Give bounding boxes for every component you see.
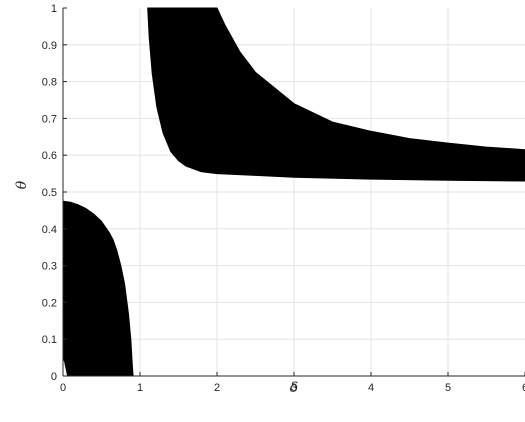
- y-tick-labels: 0 0.1 0.2 0.3 0.4 0.5 0.6 0.7 0.8 0.9 1: [42, 3, 57, 383]
- y-tick-label: 0.2: [42, 297, 57, 309]
- x-tick-label: 2: [214, 382, 220, 394]
- y-tick-label: 0.3: [42, 261, 57, 273]
- x-axis-label: δ: [290, 380, 298, 396]
- x-tick-label: 6: [522, 382, 525, 394]
- region-1: [62, 200, 134, 377]
- x-tick-label: 1: [137, 382, 143, 394]
- y-tick-label: 0.1: [42, 334, 57, 346]
- y-tick-label: 0: [51, 371, 57, 383]
- y-axis-label: θ: [14, 180, 30, 189]
- x-tick-label: 4: [368, 382, 374, 394]
- grid-lines: [63, 8, 525, 376]
- y-tick-label: 0.4: [42, 224, 57, 236]
- y-tick-label: 0.6: [42, 150, 57, 162]
- filled-regions: [62, 7, 525, 377]
- y-tick-label: 1: [51, 3, 57, 15]
- x-tick-label: 3: [291, 382, 297, 394]
- y-tick-label: 0.9: [42, 40, 57, 52]
- y-tick-label: 0.7: [42, 113, 57, 125]
- x-tick-labels: 0 1 2 3 4 5 6: [60, 382, 525, 394]
- x-tick-label: 0: [60, 382, 66, 394]
- y-tick-label: 0.8: [42, 77, 57, 89]
- x-tick-label: 5: [445, 382, 451, 394]
- axes: [62, 7, 525, 377]
- region-2: [147, 7, 525, 182]
- y-tick-label: 0.5: [42, 187, 57, 199]
